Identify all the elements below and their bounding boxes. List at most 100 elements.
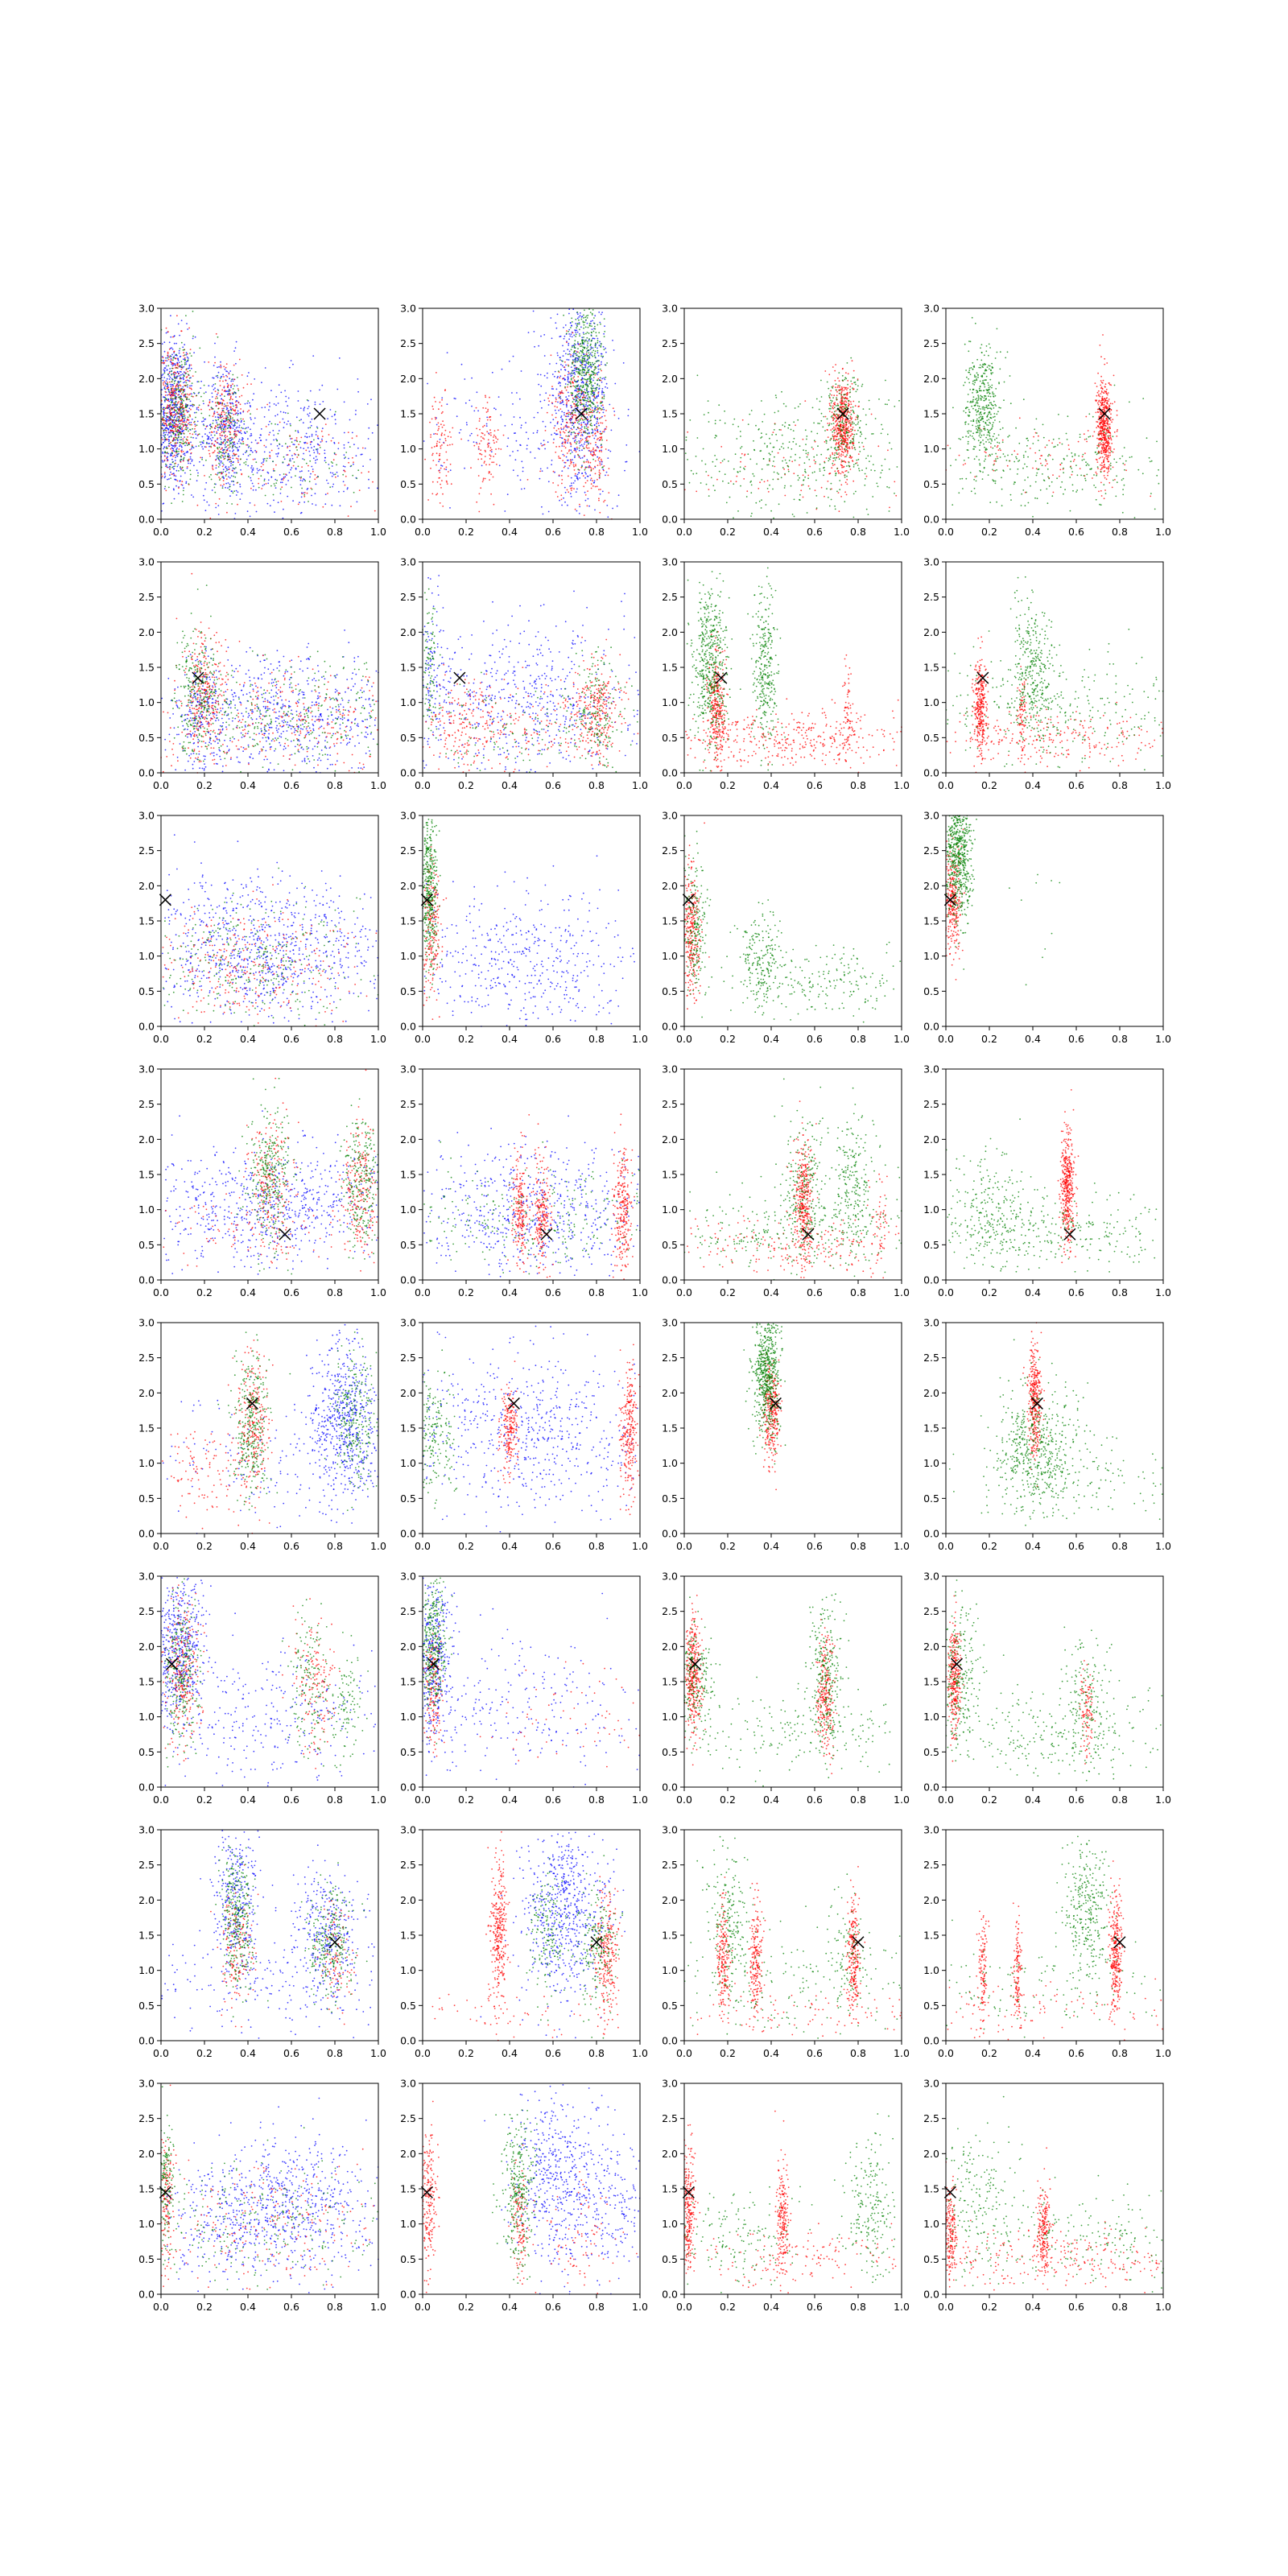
scatter-point (178, 397, 180, 398)
scatter-point (328, 483, 329, 485)
scatter-point (167, 404, 168, 406)
scatter-point (220, 418, 221, 419)
scatter-point (193, 447, 195, 448)
scatter-point (188, 398, 190, 400)
scatter-point (249, 402, 250, 404)
scatter-point (301, 493, 303, 494)
scatter-point (189, 353, 191, 354)
scatter-point (190, 405, 192, 407)
scatter-point (564, 415, 565, 416)
scatter-point (264, 407, 266, 408)
scatter-point (181, 369, 183, 370)
scatter-point (184, 354, 186, 356)
scatter-point (225, 367, 227, 369)
scatter-point (306, 463, 308, 464)
scatter-point (593, 400, 595, 402)
scatter-point (170, 399, 171, 401)
scatter-point (269, 421, 270, 423)
scatter-point (247, 411, 249, 413)
scatter-point (187, 466, 188, 468)
scatter-point (226, 441, 228, 443)
scatter-point (568, 374, 569, 376)
scatter-point (296, 416, 298, 418)
scatter-point (208, 443, 209, 444)
scatter-point (540, 386, 542, 387)
scatter-point (179, 375, 180, 377)
scatter-point (239, 484, 241, 485)
scatter-point (296, 446, 298, 448)
scatter-point (184, 414, 185, 415)
scatter-point (351, 465, 353, 467)
scatter-point (299, 420, 300, 422)
scatter-point (555, 398, 557, 399)
scatter-point (276, 480, 278, 481)
scatter-point (316, 434, 317, 436)
scatter-point (274, 511, 275, 513)
scatter-point (167, 412, 168, 414)
scatter-point (233, 427, 234, 429)
scatter-point (228, 384, 229, 386)
scatter-point (179, 427, 180, 428)
scatter-point (179, 350, 180, 352)
scatter-point (600, 431, 601, 432)
scatter-point (194, 431, 196, 433)
scatter-point (166, 423, 167, 425)
scatter-point (174, 465, 175, 467)
scatter-point (308, 415, 310, 417)
scatter-point (221, 394, 223, 395)
scatter-point (221, 452, 223, 453)
scatter-point (214, 487, 216, 489)
scatter-point (310, 441, 312, 443)
scatter-point (267, 483, 269, 485)
scatter-point (167, 439, 169, 440)
scatter-point (229, 370, 231, 372)
scatter-point (554, 376, 555, 378)
scatter-point (203, 417, 204, 419)
scatter-point (324, 503, 326, 505)
scatter-point (219, 479, 221, 481)
scatter-point (260, 435, 262, 436)
scatter-point (324, 460, 326, 461)
scatter-point (243, 421, 245, 423)
scatter-point (270, 444, 272, 445)
scatter-point (291, 360, 292, 361)
scatter-point (215, 419, 217, 421)
scatter-point (345, 456, 346, 458)
scatter-point (324, 450, 325, 452)
scatter-point (235, 412, 237, 414)
scatter-point (572, 459, 573, 460)
scatter-point (176, 448, 178, 449)
scatter-point (177, 456, 179, 457)
scatter-point (180, 444, 181, 446)
scatter-point (230, 381, 232, 382)
scatter-point (187, 460, 188, 461)
scatter-point (189, 415, 191, 416)
scatter-point (262, 461, 264, 463)
scatter-point (190, 422, 192, 423)
scatter-point (212, 396, 213, 398)
scatter-point (215, 425, 217, 427)
scatter-point (277, 414, 279, 415)
scatter-point (167, 416, 169, 418)
scatter-point (266, 404, 268, 406)
scatter-point (264, 478, 266, 480)
scatter-point (575, 332, 576, 333)
scatter-point (223, 410, 225, 411)
scatter-point (182, 417, 184, 419)
scatter-point (188, 422, 190, 423)
scatter-point (183, 460, 184, 462)
scatter-point (317, 427, 319, 429)
scatter-point (601, 314, 602, 316)
scatter-point (191, 424, 192, 426)
scatter-point (229, 412, 230, 414)
scatter-point (280, 481, 282, 483)
scatter-point (167, 424, 169, 426)
scatter-point (225, 443, 226, 444)
scatter-point (555, 322, 556, 324)
scatter-point (237, 385, 238, 386)
scatter-point (217, 375, 218, 377)
scatter-point (296, 440, 298, 442)
scatter-point (183, 355, 184, 357)
scatter-point (328, 464, 329, 465)
scatter-point (186, 354, 188, 356)
